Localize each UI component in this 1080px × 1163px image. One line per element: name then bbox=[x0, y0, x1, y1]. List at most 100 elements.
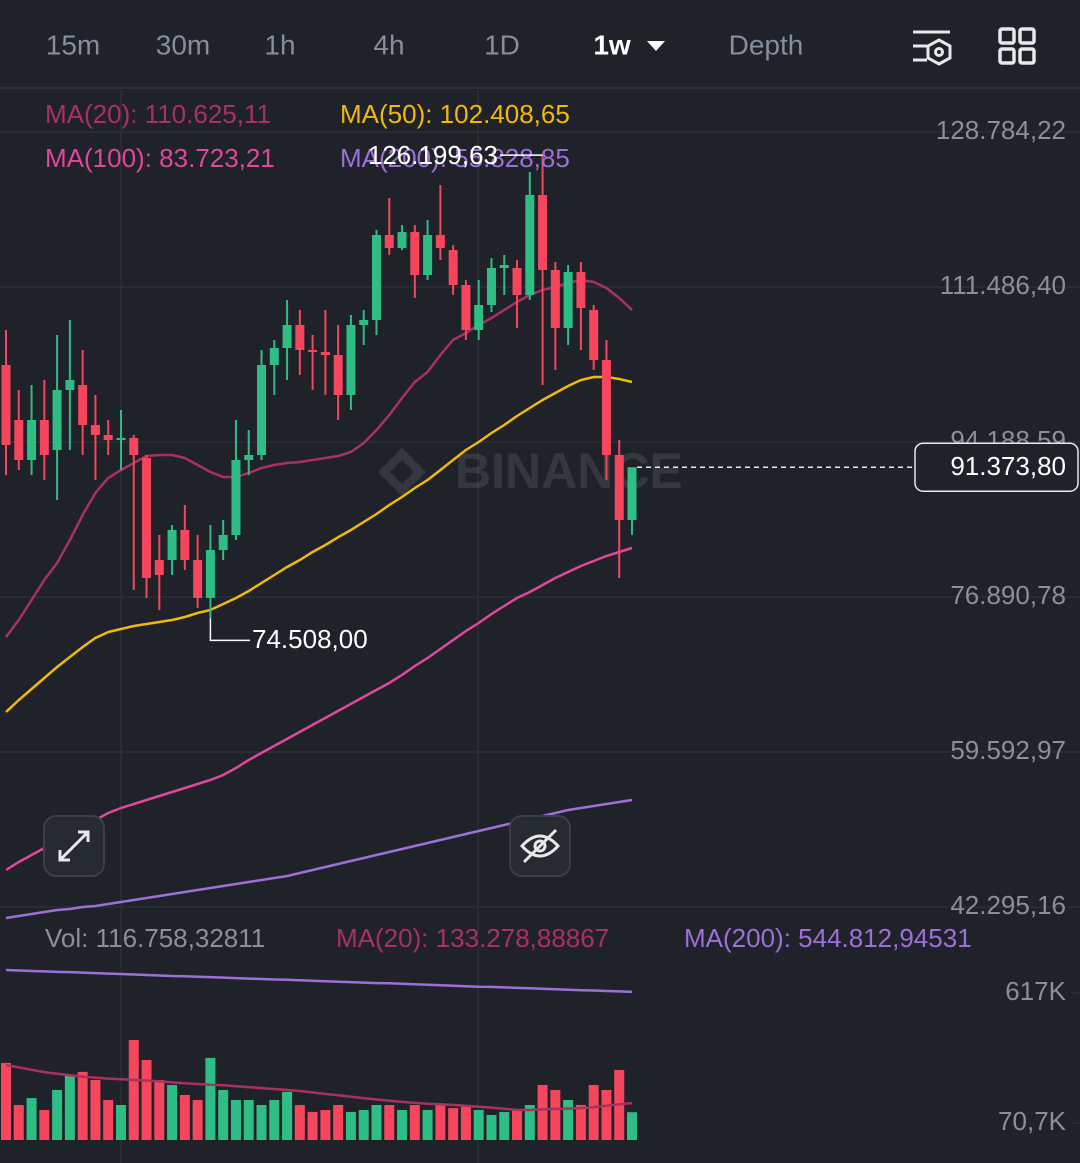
volume-bar bbox=[524, 1105, 535, 1140]
volume-bar bbox=[550, 1090, 561, 1140]
candle-body bbox=[371, 235, 381, 320]
candle-body bbox=[346, 325, 356, 395]
volume-bar bbox=[345, 1111, 356, 1140]
indicator-settings-icon[interactable] bbox=[913, 30, 952, 66]
candle-body bbox=[320, 351, 330, 355]
candle-body bbox=[282, 325, 292, 349]
candle-body bbox=[205, 550, 215, 599]
candle-body bbox=[295, 325, 305, 350]
candle-body bbox=[627, 467, 637, 520]
volume-bar bbox=[269, 1100, 280, 1140]
volume-legend: Vol: 116.758,32811 bbox=[45, 923, 265, 953]
volume-bar bbox=[64, 1075, 75, 1140]
volume-ma-legend: MA(20): 133.278,88867 bbox=[336, 923, 609, 953]
volume-bar bbox=[294, 1105, 305, 1140]
candle-body bbox=[103, 435, 113, 440]
volume-bar bbox=[627, 1112, 637, 1140]
volume-tick-label: 70,7K bbox=[998, 1106, 1067, 1136]
watermark: BINANCE bbox=[455, 443, 683, 499]
volume-bar bbox=[26, 1098, 37, 1140]
candle-body bbox=[538, 195, 548, 270]
candle-body bbox=[167, 530, 177, 560]
volume-bar bbox=[588, 1085, 599, 1140]
volume-bar bbox=[141, 1060, 152, 1140]
candle-body bbox=[486, 268, 496, 305]
candle-body bbox=[65, 380, 75, 390]
volume-bar bbox=[460, 1105, 471, 1140]
y-tick-label: 42.295,16 bbox=[950, 890, 1066, 920]
volume-bar bbox=[384, 1105, 395, 1140]
ma-line bbox=[5, 375, 633, 713]
interval-tab[interactable]: 4h bbox=[373, 29, 404, 60]
volume-bar bbox=[537, 1085, 548, 1140]
volume-bar bbox=[282, 1091, 293, 1140]
candle-body bbox=[14, 420, 24, 460]
candle-body bbox=[525, 195, 535, 295]
hide-indicators-button[interactable] bbox=[509, 815, 571, 877]
y-tick-label: 128.784,22 bbox=[936, 115, 1066, 145]
volume-bar bbox=[409, 1105, 420, 1140]
volume-bar bbox=[601, 1090, 612, 1140]
interval-tab[interactable]: Depth bbox=[729, 29, 804, 60]
interval-tabs: 15m 30m 1h 4h 1D 1w Depth bbox=[46, 29, 804, 60]
volume-bar bbox=[307, 1111, 318, 1140]
candle-body bbox=[269, 348, 279, 365]
candle-body bbox=[1, 365, 11, 445]
volume-ma-legend: MA(200): 544.812,94531 bbox=[684, 923, 972, 953]
volume-bar bbox=[39, 1110, 50, 1140]
candle-body bbox=[601, 360, 611, 455]
volume-bar bbox=[333, 1105, 344, 1140]
candle-body bbox=[244, 455, 254, 460]
volume-bar bbox=[52, 1090, 63, 1140]
volume-bar bbox=[358, 1110, 369, 1140]
volume-bar bbox=[512, 1110, 523, 1140]
y-tick-label: 76.890,78 bbox=[950, 580, 1066, 610]
layout-grid-icon[interactable] bbox=[998, 27, 1036, 65]
annotation-leader bbox=[209, 618, 250, 642]
interval-tab[interactable]: 1h bbox=[264, 29, 295, 60]
volume-bar bbox=[167, 1085, 178, 1140]
candle-body bbox=[231, 460, 241, 535]
candle-body bbox=[154, 560, 164, 575]
candle-body bbox=[308, 350, 318, 352]
candle-body bbox=[512, 268, 522, 295]
candle-body bbox=[116, 438, 126, 440]
candle-body bbox=[435, 235, 445, 249]
volume-bar bbox=[371, 1105, 382, 1140]
ma-legend: MA(50): 102.408,65 bbox=[340, 99, 570, 129]
candle-body bbox=[90, 425, 100, 435]
candle-body bbox=[614, 455, 624, 520]
candle-body bbox=[52, 390, 62, 450]
ma-legend: MA(100): 83.723,21 bbox=[45, 143, 275, 173]
volume-bar bbox=[575, 1105, 586, 1140]
candle-body bbox=[410, 231, 420, 275]
volume-bar bbox=[397, 1110, 408, 1140]
candle-body bbox=[423, 235, 433, 275]
volume-bar bbox=[320, 1110, 331, 1140]
ma-line bbox=[5, 278, 633, 638]
y-tick-label: 111.486,40 bbox=[940, 270, 1066, 300]
interval-tab[interactable]: 15m bbox=[46, 29, 100, 60]
volume-bar bbox=[486, 1115, 497, 1140]
grid bbox=[0, 131, 1080, 908]
volume-bar bbox=[192, 1100, 203, 1140]
volume-bar bbox=[422, 1110, 433, 1140]
interval-tab[interactable]: 1D bbox=[484, 29, 520, 60]
annotation-label: 126.199,63 bbox=[368, 140, 498, 170]
volume-bar bbox=[473, 1110, 484, 1140]
volume-bar bbox=[13, 1105, 24, 1140]
candle-body bbox=[129, 438, 139, 455]
candle-body bbox=[359, 320, 369, 325]
candle-body bbox=[180, 530, 190, 560]
candle-body bbox=[550, 270, 560, 329]
y-tick-label: 59.592,97 bbox=[950, 735, 1066, 765]
volume-bar bbox=[179, 1095, 190, 1140]
candle-body bbox=[142, 458, 152, 579]
ma-lines bbox=[5, 278, 633, 920]
expand-button[interactable] bbox=[43, 815, 105, 877]
volume-bar bbox=[243, 1100, 254, 1140]
interval-tab[interactable]: 30m bbox=[156, 29, 210, 60]
dropdown-arrow[interactable] bbox=[647, 41, 665, 51]
interval-tab[interactable]: 1w bbox=[593, 29, 631, 60]
last-price-box bbox=[914, 442, 1079, 492]
